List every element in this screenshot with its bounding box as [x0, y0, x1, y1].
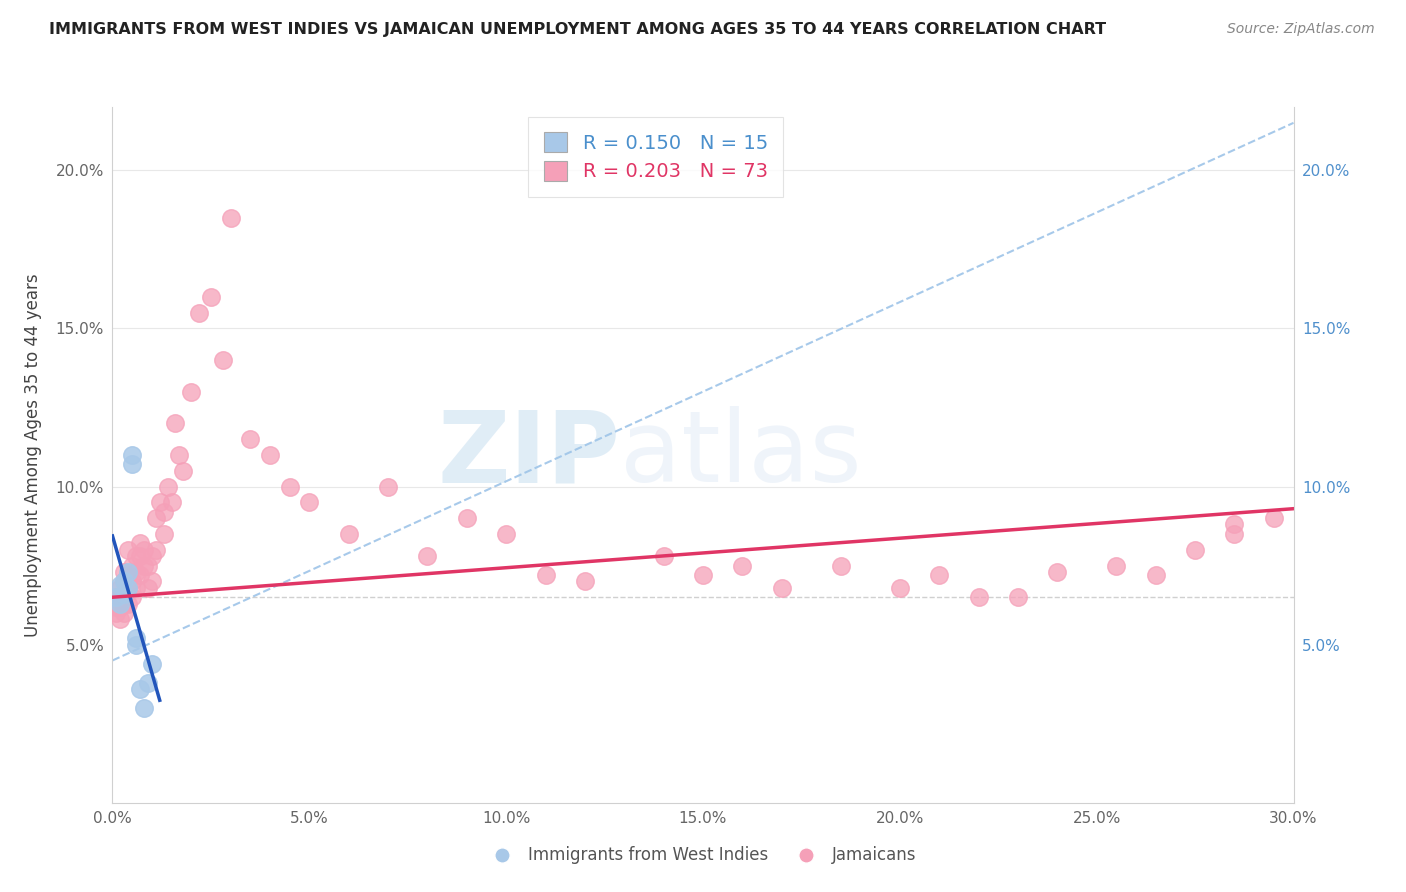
Point [967, 591, 990, 605]
Point [495, 527, 517, 541]
Point [377, 479, 399, 493]
Point [117, 581, 139, 595]
Point [117, 568, 139, 582]
Point [129, 568, 152, 582]
Point [239, 432, 262, 446]
Point [456, 511, 478, 525]
Point [121, 591, 143, 605]
Text: Source: ZipAtlas.com: Source: ZipAtlas.com [1227, 22, 1375, 37]
Point [110, 581, 132, 595]
Point [141, 657, 163, 671]
Point [830, 558, 852, 573]
Point [211, 353, 233, 368]
Point [1046, 565, 1069, 579]
Point [1007, 591, 1029, 605]
Point [112, 574, 135, 589]
Point [416, 549, 439, 563]
Point [889, 581, 911, 595]
Point [132, 542, 155, 557]
Point [125, 565, 148, 579]
Point [136, 675, 159, 690]
Point [105, 591, 128, 605]
Point [152, 527, 174, 541]
Text: ZIP: ZIP [437, 407, 620, 503]
Point [125, 632, 148, 646]
Point [259, 448, 281, 462]
Point [105, 606, 128, 620]
Legend: Immigrants from West Indies, Jamaicans: Immigrants from West Indies, Jamaicans [484, 839, 922, 871]
Point [112, 606, 135, 620]
Point [156, 479, 179, 493]
Point [770, 581, 793, 595]
Point [1184, 542, 1206, 557]
Point [129, 536, 152, 550]
Point [110, 599, 132, 614]
Point [132, 558, 155, 573]
Point [121, 448, 143, 462]
Point [165, 417, 187, 431]
Point [1144, 568, 1167, 582]
Text: atlas: atlas [620, 407, 862, 503]
Point [1223, 517, 1246, 532]
Point [145, 511, 167, 525]
Point [141, 574, 163, 589]
Point [1263, 511, 1285, 525]
Point [125, 638, 148, 652]
Point [692, 568, 714, 582]
Point [136, 558, 159, 573]
Point [574, 574, 596, 589]
Point [298, 495, 321, 509]
Point [110, 591, 132, 605]
Point [200, 290, 222, 304]
Point [110, 577, 132, 591]
Point [125, 549, 148, 563]
Point [152, 505, 174, 519]
Point [121, 458, 143, 472]
Point [105, 599, 128, 614]
Point [110, 612, 132, 626]
Point [180, 384, 202, 399]
Point [121, 558, 143, 573]
Point [928, 568, 950, 582]
Point [117, 565, 139, 579]
Point [121, 574, 143, 589]
Point [105, 591, 128, 605]
Point [337, 527, 360, 541]
Point [112, 597, 135, 611]
Y-axis label: Unemployment Among Ages 35 to 44 years: Unemployment Among Ages 35 to 44 years [24, 273, 42, 637]
Point [129, 549, 152, 563]
Point [1223, 527, 1246, 541]
Point [117, 597, 139, 611]
Point [117, 542, 139, 557]
Point [125, 581, 148, 595]
Point [1105, 558, 1128, 573]
Point [169, 448, 191, 462]
Point [534, 568, 557, 582]
Point [652, 549, 675, 563]
Point [129, 681, 152, 696]
Text: IMMIGRANTS FROM WEST INDIES VS JAMAICAN UNEMPLOYMENT AMONG AGES 35 TO 44 YEARS C: IMMIGRANTS FROM WEST INDIES VS JAMAICAN … [49, 22, 1107, 37]
Point [110, 597, 132, 611]
Point [731, 558, 754, 573]
Point [278, 479, 301, 493]
Point [136, 581, 159, 595]
Point [132, 701, 155, 715]
Point [149, 495, 172, 509]
Point [112, 587, 135, 601]
Point [172, 464, 194, 478]
Point [145, 542, 167, 557]
Point [188, 305, 211, 319]
Point [141, 549, 163, 563]
Point [112, 574, 135, 589]
Point [160, 495, 183, 509]
Point [112, 565, 135, 579]
Point [219, 211, 242, 225]
Point [117, 581, 139, 595]
Point [112, 587, 135, 601]
